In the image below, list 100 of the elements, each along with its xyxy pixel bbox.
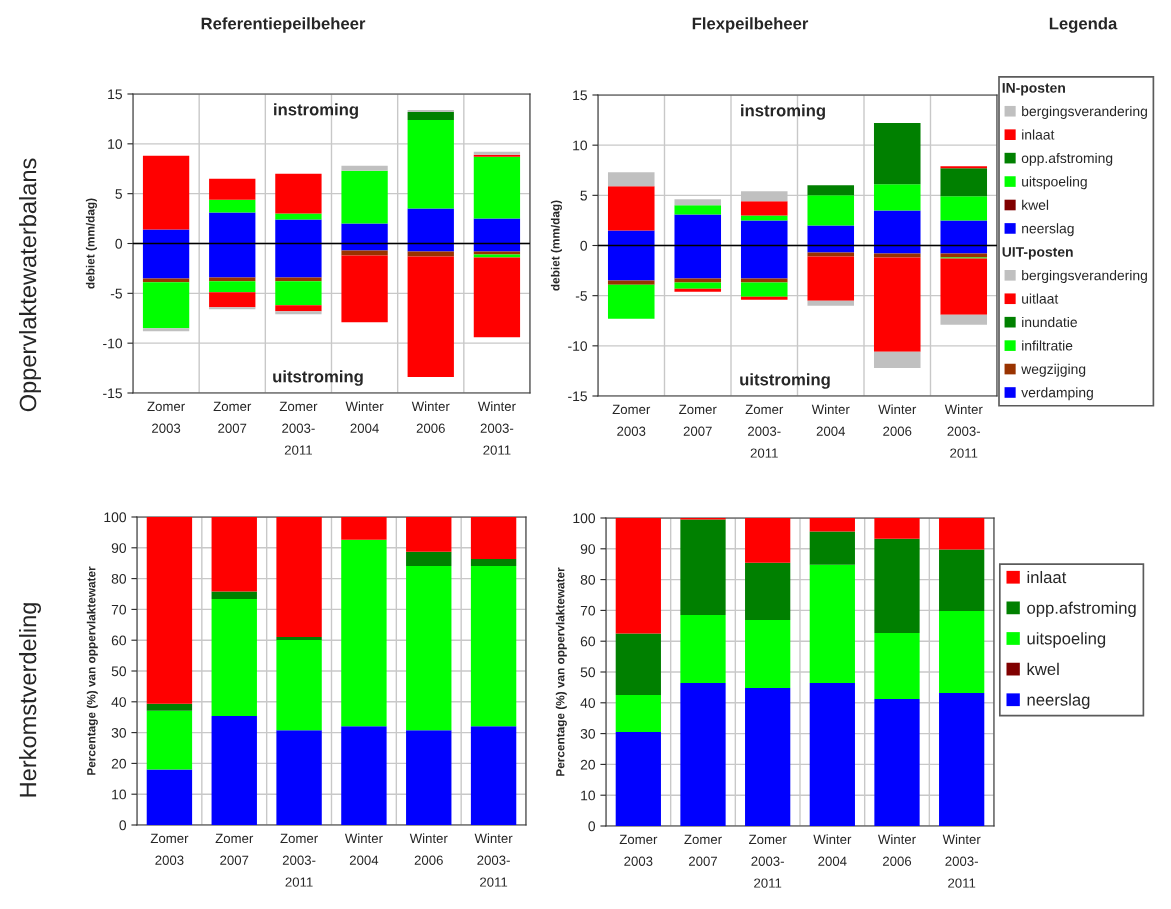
legend-label: inlaat	[1022, 129, 1055, 140]
legend-label: opp.afstroming	[1021, 152, 1113, 166]
bar	[940, 166, 988, 169]
x-tick-label: Zomer 2007	[684, 834, 722, 866]
bar	[940, 196, 988, 221]
y-tick-label: 90	[580, 544, 596, 554]
bar	[745, 688, 791, 826]
annotation: instroming	[741, 104, 825, 120]
legend-label: bergingsverandering	[1022, 106, 1147, 119]
bar	[275, 311, 322, 315]
y-tick-label: 5	[580, 190, 587, 201]
y-axis-title: debiet (mm/dag)	[85, 198, 97, 289]
legend-label: verdamping	[1021, 387, 1093, 401]
x-tick-label: Winter 2006	[878, 834, 916, 866]
legend-label: kwel	[1022, 199, 1049, 210]
x-tick-label: Zomer 2007	[215, 833, 254, 865]
x-tick-label: Winter 2006	[409, 833, 448, 865]
bar	[874, 538, 920, 633]
bar	[873, 123, 921, 185]
bar	[275, 305, 322, 312]
annotation: instroming	[274, 103, 358, 119]
legend-label: opp.afstroming	[1027, 601, 1136, 618]
bar	[146, 710, 193, 770]
legend-label: inundatie	[1022, 316, 1077, 328]
y-tick-label: 40	[111, 697, 127, 707]
y-tick-label: 10	[573, 140, 588, 151]
y-tick-label: 100	[573, 513, 596, 524]
y-tick-label: 0	[115, 238, 123, 249]
x-tick-label: Winter 2003- 2011	[477, 401, 516, 455]
bar	[680, 615, 726, 684]
y-tick-label: 50	[580, 667, 596, 678]
bar	[674, 199, 722, 206]
y-tick-label: 20	[111, 758, 127, 769]
y-tick-label: 60	[580, 636, 596, 647]
bar	[406, 517, 452, 552]
bar	[211, 715, 257, 825]
y-tick-label: 15	[108, 89, 122, 100]
y-tick-label: 80	[580, 574, 596, 585]
bar	[873, 184, 921, 211]
bar	[874, 699, 920, 826]
text: Legenda	[1049, 17, 1118, 33]
bar	[615, 695, 661, 733]
legend-label: uitlaat	[1022, 293, 1059, 304]
bar	[146, 703, 193, 711]
y-tick-label: 15	[573, 90, 587, 101]
bar	[809, 531, 855, 565]
bar	[674, 205, 722, 215]
x-tick-label: Zomer 2003- 2011	[745, 404, 784, 458]
y-tick-label: 0	[580, 240, 588, 251]
bar	[873, 257, 921, 352]
y-axis-title: Percentage (%) van oppervlaktewater	[86, 566, 98, 775]
bar	[745, 562, 791, 620]
legend-label: uitspoeling	[1027, 632, 1106, 648]
bar	[807, 256, 855, 301]
bar	[740, 278, 788, 283]
y-tick-label: 0	[588, 821, 596, 832]
bar	[470, 517, 517, 559]
y-tick-label: -15	[568, 391, 587, 402]
bar	[209, 277, 256, 282]
bar	[940, 314, 988, 325]
bar	[939, 549, 985, 612]
y-axis-title: debiet (mm/dag)	[550, 200, 562, 291]
bar	[615, 633, 661, 696]
x-tick-label: Zomer 2003- 2011	[279, 401, 318, 455]
x-tick-label: Zomer 2003	[619, 834, 658, 866]
bar	[740, 282, 788, 297]
text: Herkomstverdeling	[19, 603, 41, 797]
x-tick-label: Zomer 2007	[213, 401, 252, 433]
bar	[407, 111, 454, 120]
bar	[407, 256, 454, 378]
legend-label: bergingsverandering	[1022, 270, 1147, 284]
y-tick-label: 10	[581, 790, 596, 801]
bar	[745, 518, 791, 563]
bar	[740, 215, 788, 221]
x-tick-label: Winter 2006	[411, 401, 450, 433]
bar	[407, 119, 454, 209]
bar	[940, 258, 988, 315]
bar	[473, 257, 521, 338]
bar	[873, 351, 921, 368]
x-tick-label: Zomer 2003- 2011	[280, 833, 318, 887]
bar	[940, 168, 988, 197]
y-tick-label: -5	[575, 291, 587, 301]
bar	[940, 253, 988, 258]
x-tick-label: Zomer 2003	[150, 833, 189, 865]
bar	[807, 300, 855, 306]
text: Oppervlaktewaterbalans	[19, 158, 41, 412]
bar	[615, 518, 661, 634]
bar	[211, 517, 257, 592]
y-tick-label: -15	[103, 388, 122, 399]
bar	[939, 611, 985, 693]
bar	[275, 277, 322, 282]
bar	[275, 213, 322, 220]
y-tick-label: 90	[111, 543, 127, 553]
legend-label: uitspoeling	[1022, 176, 1087, 190]
x-tick-label: Zomer 2003- 2011	[749, 834, 787, 888]
bar	[939, 692, 985, 826]
bar	[276, 639, 322, 731]
bar	[473, 156, 521, 219]
bar	[341, 255, 388, 323]
bar	[745, 619, 791, 689]
